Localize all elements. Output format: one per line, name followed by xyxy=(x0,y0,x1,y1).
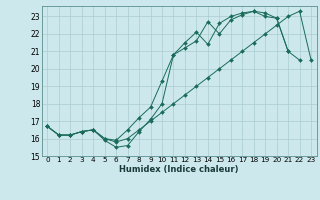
X-axis label: Humidex (Indice chaleur): Humidex (Indice chaleur) xyxy=(119,165,239,174)
